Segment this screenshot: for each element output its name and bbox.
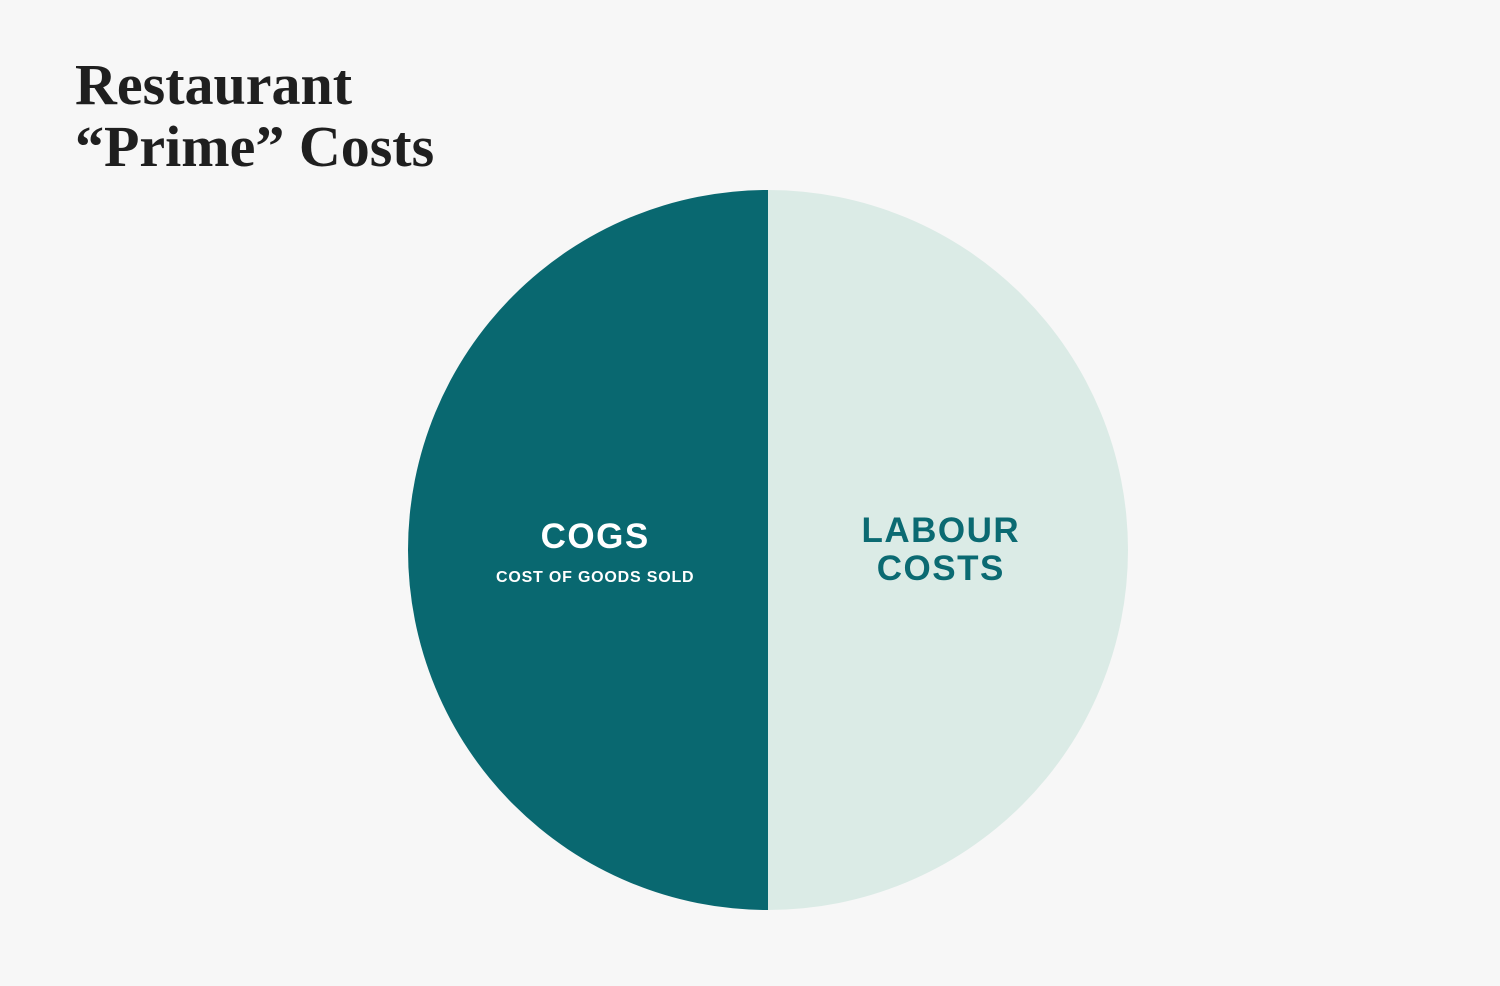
chart-title: Restaurant “Prime” Costs: [75, 54, 434, 178]
pie-slice-2-label-line-2: COSTS: [877, 549, 1005, 588]
pie-slices: [408, 190, 1128, 910]
pie-slice-1-label-line-1: COGS: [541, 517, 650, 556]
pie-slice-1: [408, 190, 768, 910]
chart-title-line-1: Restaurant: [75, 52, 353, 117]
pie-slice-2-label-line-1: LABOUR: [861, 511, 1020, 550]
pie-slice-1-sublabel: COST OF GOODS SOLD: [496, 569, 694, 586]
chart-title-line-2: “Prime” Costs: [75, 114, 435, 179]
pie-slice-2: [768, 190, 1128, 910]
